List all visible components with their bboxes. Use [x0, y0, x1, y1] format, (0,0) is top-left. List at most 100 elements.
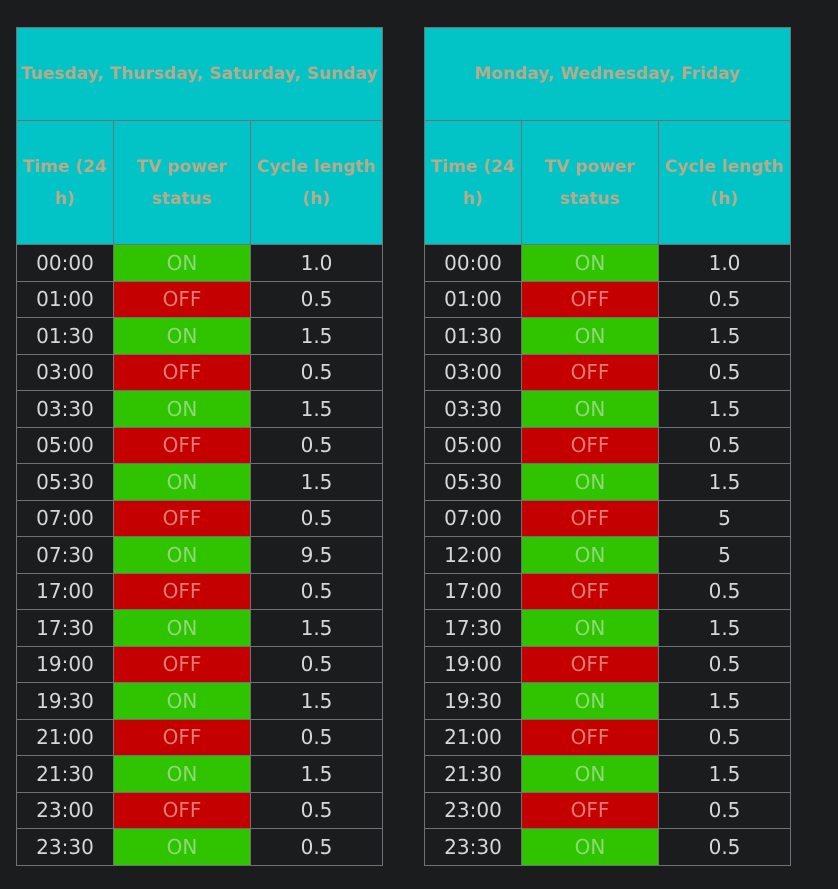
cycle-length-cell: 0.5 — [658, 426, 791, 464]
status-cell: OFF — [113, 718, 251, 756]
time-cell: 05:30 — [424, 463, 522, 501]
table-row: 21:30 ON 1.5 — [16, 755, 383, 793]
status-cell: ON — [113, 244, 251, 282]
cycle-length-cell: 0.5 — [658, 791, 791, 829]
time-cell: 05:30 — [16, 463, 114, 501]
table-row: 00:00 ON 1.0 — [16, 244, 383, 282]
table-row: 05:30 ON 1.5 — [424, 463, 791, 501]
status-cell: ON — [113, 755, 251, 793]
status-cell: OFF — [113, 280, 251, 318]
cycle-length-cell: 1.5 — [250, 682, 383, 720]
cycle-length-cell: 0.5 — [250, 828, 383, 866]
time-cell: 01:30 — [16, 317, 114, 355]
table-row: 05:30 ON 1.5 — [16, 463, 383, 501]
cycle-length-cell: 0.5 — [658, 280, 791, 318]
cycle-length-cell: 0.5 — [250, 280, 383, 318]
cycle-length-cell: 0.5 — [250, 791, 383, 829]
schedule-table-mon-wed-fri: Monday, Wednesday, Friday Time (24 h) TV… — [424, 27, 791, 866]
status-cell: ON — [521, 755, 659, 793]
table-row: 03:00 OFF 0.5 — [16, 353, 383, 391]
column-header-cycle: Cycle length (h) — [658, 120, 791, 245]
cycle-length-cell: 0.5 — [658, 718, 791, 756]
status-cell: ON — [521, 317, 659, 355]
status-cell: OFF — [113, 426, 251, 464]
table-row: 17:30 ON 1.5 — [16, 609, 383, 647]
time-cell: 07:30 — [16, 536, 114, 574]
cycle-length-cell: 1.0 — [250, 244, 383, 282]
table-row: 01:30 ON 1.5 — [16, 317, 383, 355]
status-cell: OFF — [521, 426, 659, 464]
time-cell: 03:00 — [424, 353, 522, 391]
time-cell: 05:00 — [16, 426, 114, 464]
time-cell: 19:00 — [424, 645, 522, 683]
status-cell: ON — [521, 609, 659, 647]
status-cell: ON — [521, 682, 659, 720]
cycle-length-cell: 0.5 — [250, 353, 383, 391]
table-row: 00:00 ON 1.0 — [424, 244, 791, 282]
time-cell: 23:00 — [424, 791, 522, 829]
time-cell: 05:00 — [424, 426, 522, 464]
table-row: 01:00 OFF 0.5 — [424, 280, 791, 318]
status-cell: OFF — [521, 645, 659, 683]
cycle-length-cell: 0.5 — [250, 572, 383, 610]
time-cell: 21:30 — [424, 755, 522, 793]
cycle-length-cell: 1.5 — [250, 755, 383, 793]
table-row: 17:00 OFF 0.5 — [16, 572, 383, 610]
table-row: 19:30 ON 1.5 — [424, 682, 791, 720]
time-cell: 19:30 — [16, 682, 114, 720]
status-cell: OFF — [521, 718, 659, 756]
cycle-length-cell: 0.5 — [250, 645, 383, 683]
status-cell: ON — [521, 463, 659, 501]
table-row: 01:30 ON 1.5 — [424, 317, 791, 355]
status-cell: ON — [521, 390, 659, 428]
status-cell: OFF — [113, 353, 251, 391]
time-cell: 23:30 — [16, 828, 114, 866]
status-cell: ON — [113, 682, 251, 720]
table-row: 21:00 OFF 0.5 — [424, 718, 791, 756]
time-cell: 03:30 — [16, 390, 114, 428]
status-cell: ON — [113, 317, 251, 355]
time-cell: 21:00 — [16, 718, 114, 756]
cycle-length-cell: 0.5 — [658, 828, 791, 866]
time-cell: 00:00 — [16, 244, 114, 282]
time-cell: 07:00 — [424, 499, 522, 537]
column-header-time: Time (24 h) — [424, 120, 522, 245]
table-row: 07:00 OFF 5 — [424, 499, 791, 537]
table-row: 03:00 OFF 0.5 — [424, 353, 791, 391]
schedule-table-tue-thu-sat-sun: Tuesday, Thursday, Saturday, Sunday Time… — [16, 27, 383, 866]
status-cell: ON — [113, 390, 251, 428]
time-cell: 01:00 — [16, 280, 114, 318]
cycle-length-cell: 1.5 — [658, 390, 791, 428]
cycle-length-cell: 0.5 — [658, 572, 791, 610]
status-cell: OFF — [113, 572, 251, 610]
table-row: 23:30 ON 0.5 — [424, 828, 791, 866]
table-row: 03:30 ON 1.5 — [424, 390, 791, 428]
time-cell: 03:30 — [424, 390, 522, 428]
time-cell: 21:30 — [16, 755, 114, 793]
cycle-length-cell: 0.5 — [658, 353, 791, 391]
table-row: 07:00 OFF 0.5 — [16, 499, 383, 537]
table-row: 05:00 OFF 0.5 — [424, 426, 791, 464]
status-cell: ON — [521, 536, 659, 574]
table-row: 19:00 OFF 0.5 — [16, 645, 383, 683]
table-row: 17:00 OFF 0.5 — [424, 572, 791, 610]
cycle-length-cell: 5 — [658, 536, 791, 574]
time-cell: 17:30 — [16, 609, 114, 647]
time-cell: 19:00 — [16, 645, 114, 683]
table-row: 21:00 OFF 0.5 — [16, 718, 383, 756]
time-cell: 23:30 — [424, 828, 522, 866]
table-row: 19:00 OFF 0.5 — [424, 645, 791, 683]
time-cell: 17:30 — [424, 609, 522, 647]
status-cell: ON — [113, 536, 251, 574]
status-cell: OFF — [521, 280, 659, 318]
cycle-length-cell: 0.5 — [250, 499, 383, 537]
table-title: Monday, Wednesday, Friday — [424, 27, 791, 121]
table-row: 23:00 OFF 0.5 — [16, 791, 383, 829]
time-cell: 21:00 — [424, 718, 522, 756]
table-row: 07:30 ON 9.5 — [16, 536, 383, 574]
cycle-length-cell: 9.5 — [250, 536, 383, 574]
table-row: 23:30 ON 0.5 — [16, 828, 383, 866]
status-cell: ON — [113, 609, 251, 647]
table-row: 01:00 OFF 0.5 — [16, 280, 383, 318]
time-cell: 17:00 — [16, 572, 114, 610]
